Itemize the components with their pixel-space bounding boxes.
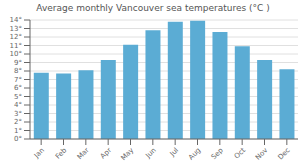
svg-text:13°: 13°	[10, 25, 22, 33]
html-text:Average monthly Vancouver sea: Average monthly Vancouver sea temperatur…	[36, 3, 270, 13]
svg-text:May: May	[120, 146, 136, 162]
svg-text:1°: 1°	[14, 127, 22, 135]
svg-text:0°: 0°	[14, 135, 22, 143]
svg-text:8°: 8°	[14, 67, 22, 75]
svg-text:Sep: Sep	[210, 146, 225, 161]
svg-text:Jul: Jul	[168, 146, 180, 158]
svg-text:Nov: Nov	[254, 146, 269, 161]
svg-text:Feb: Feb	[54, 146, 69, 161]
svg-text:14°: 14°	[10, 16, 22, 24]
svg-text:Mar: Mar	[76, 146, 91, 161]
svg-text:4°: 4°	[14, 101, 22, 109]
svg-text:Jan: Jan	[32, 146, 46, 160]
svg-text:Oct: Oct	[233, 146, 247, 160]
svg-text:Jun: Jun	[144, 146, 158, 160]
svg-text:10°: 10°	[10, 50, 22, 58]
svg-text:5°: 5°	[14, 93, 22, 101]
svg-text:6°: 6°	[14, 84, 22, 92]
svg-text:7°: 7°	[14, 76, 22, 84]
svg-text:11°: 11°	[10, 42, 22, 50]
svg-text:2°: 2°	[14, 118, 22, 126]
svg-text:Apr: Apr	[99, 146, 113, 160]
svg-text:3°: 3°	[14, 110, 22, 118]
svg-text:Dec: Dec	[277, 146, 292, 161]
svg-text:9°: 9°	[14, 59, 22, 67]
svg-text:12°: 12°	[10, 33, 22, 41]
svg-text:Aug: Aug	[187, 146, 202, 161]
